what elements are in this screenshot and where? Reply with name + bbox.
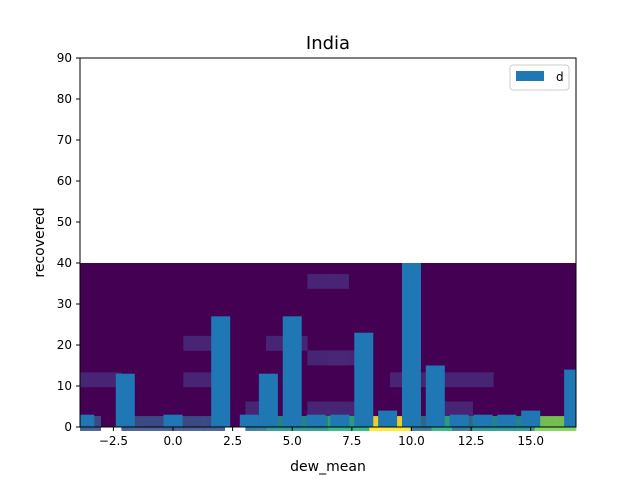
x-tick-label: 7.5: [342, 434, 361, 448]
heatmap-cell: [452, 372, 473, 388]
heatmap-cell: [328, 350, 349, 366]
y-tick-label: 20: [57, 338, 72, 352]
x-tick-label: 2.5: [223, 434, 242, 448]
bar: [330, 414, 350, 427]
bar: [473, 414, 493, 427]
heatmap-cell: [452, 401, 473, 417]
y-axis-ticks: 0 10 20 30 40 50 60 70 80 90: [57, 51, 80, 434]
heatmap-cell: [80, 372, 101, 388]
y-tick-label: 10: [57, 379, 72, 393]
bar: [425, 365, 445, 427]
heatmap-cell: [472, 372, 494, 388]
x-axis-ticks: −2.5 0.0 2.5 5.0 7.5 10.0 12.5 15.0: [99, 427, 544, 448]
bar: [521, 410, 541, 427]
bar: [80, 414, 95, 427]
x-tick-label: 0.0: [163, 434, 182, 448]
y-tick-label: 60: [57, 174, 72, 188]
heatmap-cell: [307, 350, 329, 366]
x-tick-label: 15.0: [517, 434, 544, 448]
bar: [354, 332, 374, 427]
x-tick-label: 12.5: [458, 434, 485, 448]
heatmap-cell: [142, 416, 163, 431]
bar: [115, 373, 135, 427]
y-tick-label: 50: [57, 215, 72, 229]
axes-frame: [79, 57, 577, 428]
heatmap-background: [80, 263, 576, 427]
chart-title: India: [306, 33, 350, 54]
heatmap-cell: [307, 401, 329, 417]
y-tick-label: 30: [57, 297, 72, 311]
legend-swatch: [516, 71, 544, 81]
x-tick-label: 10.0: [398, 434, 425, 448]
heatmap-cell: [183, 372, 205, 388]
bar: [163, 414, 183, 427]
heatmap-cell: [328, 401, 349, 417]
x-tick-label: 5.0: [283, 434, 302, 448]
bar: [282, 316, 302, 427]
heatmap-cell: [307, 273, 329, 289]
bar: [449, 414, 469, 427]
bar: [258, 373, 278, 427]
y-tick-label: 70: [57, 133, 72, 147]
heatmap-cell: [183, 416, 205, 431]
heatmap-layer: [80, 263, 577, 431]
y-tick-label: 40: [57, 256, 72, 270]
x-tick-label: −2.5: [99, 434, 128, 448]
heatmap-cell: [183, 335, 205, 351]
y-axis-label: recovered: [32, 207, 48, 277]
bar: [378, 410, 398, 427]
bar: [306, 414, 326, 427]
bar: [211, 316, 231, 427]
bar: [239, 414, 259, 427]
x-axis-label: dew_mean: [290, 459, 366, 475]
bar: [401, 263, 421, 427]
y-tick-label: 80: [57, 92, 72, 106]
bar: [497, 414, 517, 427]
legend-label: d: [556, 70, 564, 84]
bars-layer: [80, 263, 576, 427]
y-tick-label: 0: [64, 420, 72, 434]
y-tick-label: 90: [57, 51, 72, 65]
heatmap-cell: [266, 335, 287, 351]
heatmap-cell: [328, 273, 349, 289]
bar: [564, 369, 576, 427]
legend: d: [509, 64, 570, 91]
